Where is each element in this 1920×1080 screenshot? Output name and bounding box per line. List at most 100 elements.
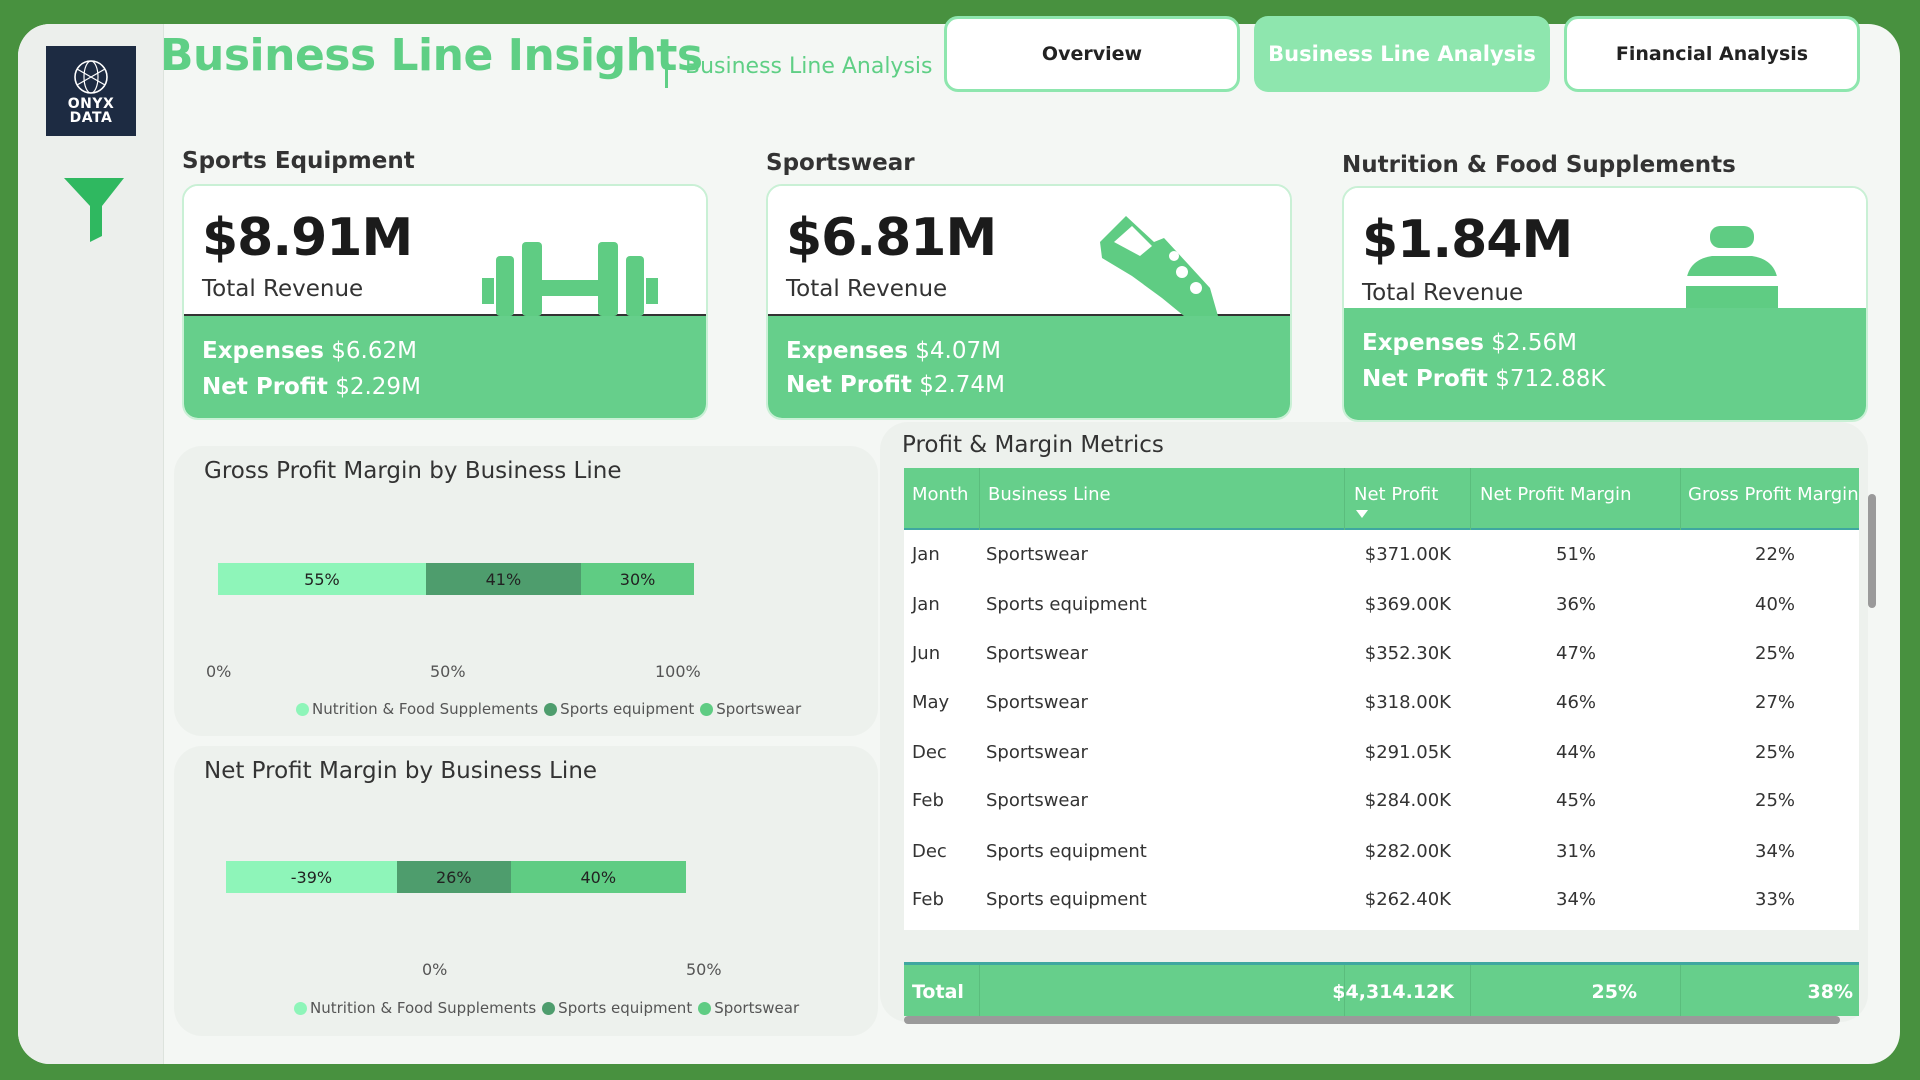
kpi-revenue-value: $8.91M <box>202 208 413 268</box>
kpi-expenses-line: Expenses $6.62M <box>202 338 417 364</box>
cell-net-profit-margin: 46% <box>1556 692 1597 713</box>
column-header-gross-profit-margin[interactable]: Gross Profit Margin <box>1688 484 1859 505</box>
kpi-card-top: $1.84M Total Revenue <box>1344 188 1866 308</box>
cell-net-profit: $291.05K <box>1364 742 1451 763</box>
cell-net-profit-margin: 34% <box>1556 889 1597 910</box>
kpi-revenue-caption: Total Revenue <box>1362 280 1524 306</box>
bar-segment-sports-equipment[interactable]: 41% <box>425 563 581 595</box>
legend-dot <box>296 702 309 716</box>
kpi-card-bottom: Expenses $4.07M Net Profit $2.74M <box>768 316 1290 418</box>
cell-month: May <box>912 692 950 713</box>
legend-item-nutrition[interactable]: Nutrition & Food Supplements <box>296 700 538 718</box>
kpi-sportswear-label: Sportswear <box>766 150 915 176</box>
column-header-month[interactable]: Month <box>912 484 969 505</box>
logo-text-line2: DATA <box>69 110 113 126</box>
kpi-net-profit-line: Net Profit $712.88K <box>1362 366 1605 392</box>
bar-segment-sportswear[interactable]: 30% <box>580 563 695 595</box>
column-divider <box>1470 468 1471 530</box>
cell-net-profit-margin: 47% <box>1556 643 1597 664</box>
table-row[interactable]: Feb Sports equipment $262.40K 34% 33% <box>904 875 1859 924</box>
cell-net-profit-margin: 51% <box>1556 544 1597 565</box>
filter-icon[interactable] <box>62 174 126 244</box>
nav-business-line-analysis-button[interactable]: Business Line Analysis <box>1254 16 1550 92</box>
cell-month: Feb <box>912 790 944 811</box>
kpi-expenses-label: Expenses <box>786 338 908 364</box>
legend-dot <box>698 1001 712 1015</box>
legend-item-nutrition[interactable]: Nutrition & Food Supplements <box>294 999 536 1017</box>
nav-overview-button[interactable]: Overview <box>944 16 1240 92</box>
logo-text-line1: ONYX <box>67 96 115 112</box>
total-gross-profit-margin: 38% <box>1807 981 1853 1003</box>
column-divider <box>979 965 980 1019</box>
supplement-jar-icon <box>1682 226 1782 308</box>
column-divider <box>979 468 980 530</box>
kpi-net-profit-label: Net Profit <box>1362 366 1488 392</box>
kpi-net-profit-value: $712.88K <box>1495 366 1606 392</box>
bar-segment-sports-equipment[interactable]: 26% <box>396 861 511 893</box>
legend-label: Sportswear <box>716 700 802 718</box>
table-row[interactable]: Jan Sportswear $371.00K 51% 22% <box>904 530 1859 579</box>
kpi-card-sports-equipment: $8.91M Total Revenue Expenses $6.62M Net… <box>182 184 708 420</box>
column-divider <box>1344 468 1345 530</box>
cell-gross-profit-margin: 25% <box>1755 643 1796 664</box>
kpi-net-profit-line: Net Profit $2.29M <box>202 374 421 400</box>
legend-label: Nutrition & Food Supplements <box>312 700 539 718</box>
cell-business-line: Sportswear <box>986 742 1088 763</box>
column-header-net-profit[interactable]: Net Profit <box>1354 484 1439 505</box>
cell-month: Jan <box>912 594 940 615</box>
legend-item-sports-equipment[interactable]: Sports equipment <box>542 999 692 1017</box>
table-horizontal-scrollbar[interactable] <box>904 1016 1840 1024</box>
net-profit-margin-bar[interactable]: -39% 26% 40% <box>226 861 686 893</box>
cell-net-profit-margin: 36% <box>1556 594 1597 615</box>
table-row[interactable]: Dec Sportswear $291.05K 44% 25% <box>904 728 1859 777</box>
cell-net-profit: $282.00K <box>1364 841 1451 862</box>
kpi-card-top: $8.91M Total Revenue <box>184 186 706 316</box>
bar-segment-sportswear[interactable]: 40% <box>510 861 686 893</box>
cell-business-line: Sports equipment <box>986 889 1147 910</box>
net-profit-margin-title: Net Profit Margin by Business Line <box>204 758 598 784</box>
table-row[interactable]: Dec Sports equipment $282.00K 31% 34% <box>904 827 1859 876</box>
kpi-expenses-line: Expenses $2.56M <box>1362 330 1577 356</box>
table-row[interactable]: Feb Sportswear $284.00K 45% 25% <box>904 776 1859 825</box>
net-chart-legend: Nutrition & Food Supplements Sports equi… <box>294 999 799 1017</box>
table-vertical-scrollbar[interactable] <box>1868 494 1876 608</box>
legend-item-sportswear[interactable]: Sportswear <box>700 700 801 718</box>
kpi-net-profit-label: Net Profit <box>202 374 328 400</box>
kpi-revenue-caption: Total Revenue <box>786 276 948 302</box>
page-title: Business Line Insights <box>160 30 703 81</box>
table-row[interactable]: Jan Sports equipment $369.00K 36% 40% <box>904 580 1859 629</box>
x-tick-label: 50% <box>686 960 722 979</box>
x-tick-label: 0% <box>422 960 448 979</box>
kpi-net-profit-label: Net Profit <box>786 372 912 398</box>
bar-segment-nutrition[interactable]: -39% <box>226 861 397 893</box>
kpi-card-top: $6.81M Total Revenue <box>768 186 1290 316</box>
legend-dot <box>544 702 558 716</box>
cell-business-line: Sports equipment <box>986 841 1147 862</box>
total-net-profit-margin: 25% <box>1591 981 1637 1003</box>
nav-financial-analysis-button[interactable]: Financial Analysis <box>1564 16 1860 92</box>
profit-margin-metrics-title: Profit & Margin Metrics <box>902 432 1164 458</box>
x-tick-label: 50% <box>430 662 466 681</box>
kpi-expenses-value: $2.56M <box>1491 330 1577 356</box>
cell-net-profit-margin: 44% <box>1556 742 1597 763</box>
legend-item-sportswear[interactable]: Sportswear <box>698 999 799 1017</box>
kpi-expenses-line: Expenses $4.07M <box>786 338 1001 364</box>
kpi-card-bottom: Expenses $6.62M Net Profit $2.29M <box>184 316 706 418</box>
cell-gross-profit-margin: 25% <box>1755 742 1796 763</box>
column-header-business-line[interactable]: Business Line <box>988 484 1111 505</box>
gross-profit-margin-bar[interactable]: 55% 41% 30% <box>218 563 695 595</box>
column-header-net-profit-margin[interactable]: Net Profit Margin <box>1480 484 1632 505</box>
sort-descending-icon[interactable] <box>1356 510 1368 518</box>
cell-business-line: Sportswear <box>986 643 1088 664</box>
kpi-expenses-label: Expenses <box>1362 330 1484 356</box>
table-row[interactable]: Jun Sportswear $352.30K 47% 25% <box>904 629 1859 678</box>
bar-segment-nutrition[interactable]: 55% <box>218 563 426 595</box>
cell-gross-profit-margin: 22% <box>1755 544 1796 565</box>
kpi-net-profit-line: Net Profit $2.74M <box>786 372 1005 398</box>
legend-item-sports-equipment[interactable]: Sports equipment <box>544 700 694 718</box>
table-row[interactable]: May Sportswear $318.00K 46% 27% <box>904 678 1859 727</box>
table-body: Jan Sportswear $371.00K 51% 22% Jan Spor… <box>904 530 1859 930</box>
kpi-net-profit-value: $2.74M <box>919 372 1005 398</box>
legend-label: Sportswear <box>714 999 800 1017</box>
kpi-card-bottom: Expenses $2.56M Net Profit $712.88K <box>1344 308 1866 420</box>
